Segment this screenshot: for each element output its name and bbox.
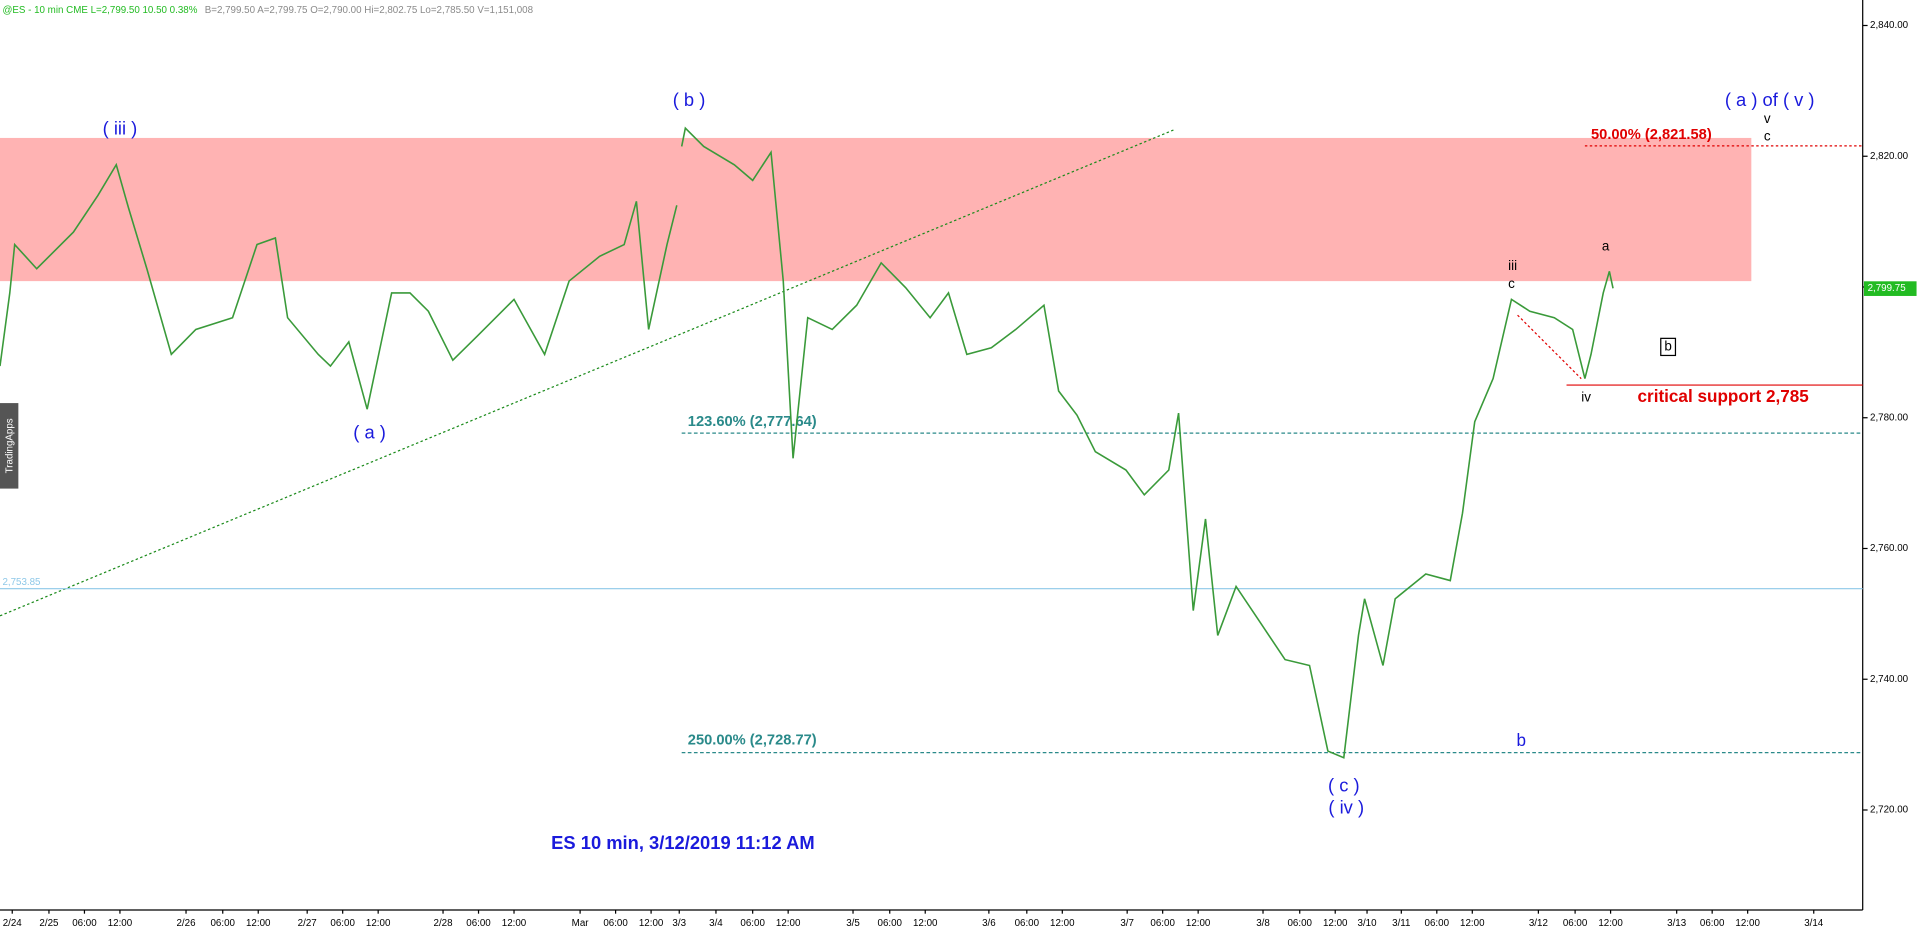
x-tick-label: 06:00 (211, 918, 236, 929)
x-tick-label: 06:00 (603, 918, 628, 929)
x-tick-label: 2/24 (3, 918, 23, 929)
wave-label: ( b ) (673, 89, 706, 110)
x-tick-label: 3/3 (672, 918, 686, 929)
last-price-box (1863, 281, 1917, 296)
x-tick-label: 06:00 (1563, 918, 1588, 929)
wave-label: ( a ) (353, 421, 386, 442)
side-tab (0, 403, 19, 489)
x-tick-label: 12:00 (1186, 918, 1211, 929)
x-tick-label: 12:00 (1735, 918, 1760, 929)
fib-connector (1517, 314, 1582, 380)
wave-label: ( c ) (1328, 774, 1360, 795)
x-tick-label: 3/5 (846, 918, 860, 929)
x-tick-label: 12:00 (1598, 918, 1623, 929)
y-tick-label: 2,820.00 (1870, 151, 1909, 162)
level-label: critical support 2,785 (1638, 387, 1810, 406)
side-tab-label: TradingApps (4, 418, 15, 473)
x-tick-label: 12:00 (776, 918, 801, 929)
price-line (0, 126, 1614, 759)
wave-label: b (1664, 338, 1671, 353)
x-tick-label: 3/11 (1392, 918, 1410, 929)
resistance-zone (0, 137, 1752, 282)
x-tick-label: 06:00 (1287, 918, 1312, 929)
chart-title: ES 10 min, 3/12/2019 11:12 AM (551, 832, 814, 853)
header-part: @ES - 10 min CME L=2,799.50 10.50 0.38% (2, 4, 197, 15)
header-info: @ES - 10 min CME L=2,799.50 10.50 0.38% B… (2, 4, 533, 15)
x-tick-label: 06:00 (72, 918, 97, 929)
level-label: 2,753.85 (2, 577, 41, 588)
annotation-box (1660, 337, 1677, 357)
x-tick-label: 12:00 (1323, 918, 1348, 929)
x-tick-label: 12:00 (502, 918, 527, 929)
x-tick-label: 3/8 (1256, 918, 1270, 929)
wave-label: a (1602, 238, 1610, 253)
wave-label: c (1764, 128, 1771, 143)
y-tick-label: 2,840.00 (1870, 20, 1909, 31)
x-tick-label: 3/10 (1358, 918, 1378, 929)
level-label: 250.00% (2,728.77) (688, 732, 817, 748)
x-tick-label: Mar (572, 918, 590, 929)
y-tick-label: 2,740.00 (1870, 674, 1909, 685)
x-tick-label: 12:00 (108, 918, 133, 929)
x-tick-label: 06:00 (878, 918, 903, 929)
x-tick-label: 3/4 (709, 918, 723, 929)
y-tick-label: 2,760.00 (1870, 543, 1909, 554)
x-tick-label: 12:00 (1050, 918, 1075, 929)
wave-label: iii (1508, 258, 1517, 273)
wave-label: ( iv ) (1328, 796, 1364, 817)
wave-label: ( iii ) (103, 117, 138, 138)
wave-label: v (1764, 111, 1771, 126)
header-part: B=2,799.50 A=2,799.75 O=2,790.00 Hi=2,80… (205, 4, 533, 15)
last-price-label: 2,799.75 (1868, 283, 1907, 294)
x-tick-label: 06:00 (1150, 918, 1175, 929)
x-tick-label: 06:00 (740, 918, 765, 929)
x-tick-label: 12:00 (1460, 918, 1485, 929)
x-tick-label: 06:00 (1015, 918, 1040, 929)
level-label: 50.00% (2,821.58) (1591, 127, 1712, 143)
x-tick-label: 12:00 (639, 918, 664, 929)
wave-label: iv (1581, 390, 1591, 405)
level-label: 123.60% (2,777.64) (688, 414, 817, 430)
y-tick-label: 2,720.00 (1870, 805, 1909, 816)
x-tick-label: 06:00 (330, 918, 355, 929)
x-tick-label: 06:00 (1700, 918, 1725, 929)
x-tick-label: 06:00 (1425, 918, 1450, 929)
x-tick-label: 3/14 (1804, 918, 1824, 929)
x-tick-label: 2/27 (298, 918, 317, 929)
wave-label: ( a ) of ( v ) (1725, 89, 1815, 110)
x-tick-label: 12:00 (366, 918, 391, 929)
wave-label: c (1508, 276, 1515, 291)
x-tick-label: 06:00 (466, 918, 491, 929)
x-tick-label: 12:00 (246, 918, 271, 929)
y-tick-label: 2,780.00 (1870, 412, 1909, 423)
x-tick-label: 3/7 (1120, 918, 1134, 929)
x-tick-label: 3/13 (1667, 918, 1686, 929)
x-tick-label: 2/26 (177, 918, 196, 929)
x-tick-label: 2/25 (39, 918, 59, 929)
x-tick-label: 3/6 (982, 918, 996, 929)
x-tick-label: 12:00 (913, 918, 938, 929)
x-tick-label: 2/28 (434, 918, 453, 929)
wave-label: b (1516, 731, 1526, 750)
trendline (0, 128, 1176, 617)
x-tick-label: 3/12 (1529, 918, 1548, 929)
